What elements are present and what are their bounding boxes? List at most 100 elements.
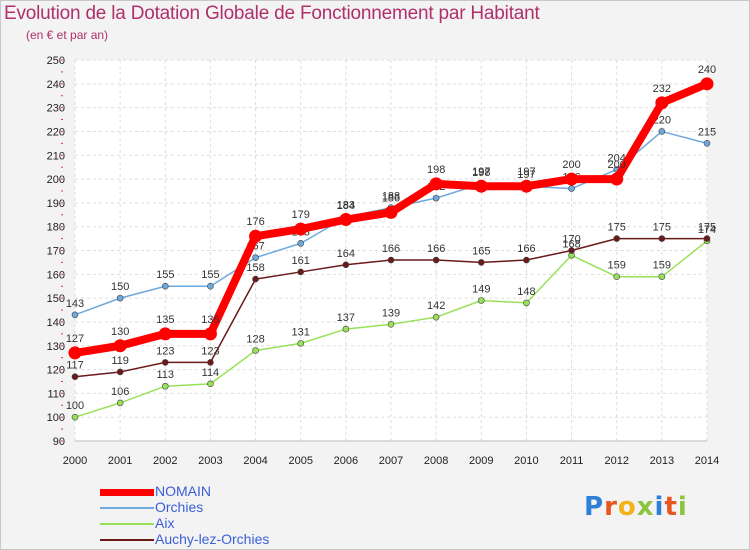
legend-label: Orchies (155, 499, 204, 515)
data-point (342, 261, 350, 269)
data-point (523, 256, 530, 264)
data-label: 113 (157, 369, 175, 381)
data-label: 127 (66, 333, 84, 345)
data-point (387, 321, 395, 328)
data-label: 123 (156, 345, 174, 357)
legend-swatch (100, 539, 154, 541)
data-label: 130 (111, 326, 129, 338)
logo-letter: r (604, 492, 618, 522)
data-label: 215 (698, 126, 716, 138)
data-point (207, 359, 214, 366)
data-label: 184 (337, 200, 355, 212)
data-label: 175 (608, 222, 626, 234)
data-point (297, 340, 305, 347)
data-point (339, 213, 353, 227)
data-point (613, 273, 621, 280)
y-tick-label: 210 (47, 150, 65, 162)
data-label: 155 (201, 269, 219, 281)
data-point (71, 373, 79, 381)
data-point (519, 179, 533, 193)
data-point (297, 240, 305, 247)
data-label: 170 (562, 234, 580, 246)
logo-letter: i (677, 492, 688, 522)
y-tick-label: 90 (53, 436, 65, 448)
y-tick-label: 170 (47, 246, 65, 258)
chart-subtitle: (en € et par an) (26, 28, 109, 42)
y-tick-label: 250 (47, 55, 65, 67)
data-label: 168 (562, 238, 580, 250)
data-label: 159 (653, 260, 671, 272)
data-label: 198 (427, 164, 445, 176)
data-point (429, 177, 443, 191)
data-label: 148 (517, 286, 535, 298)
data-label: 166 (517, 243, 535, 255)
data-point (703, 235, 711, 242)
x-tick-label: 2001 (108, 455, 132, 467)
x-tick-label: 2012 (604, 455, 628, 467)
data-point (249, 229, 263, 243)
data-point (116, 294, 124, 302)
y-tick-label: 220 (47, 126, 65, 138)
data-point (610, 172, 624, 186)
data-label: 135 (156, 314, 174, 326)
data-point (658, 128, 666, 135)
x-tick-label: 2005 (288, 455, 312, 467)
x-tick-label: 2009 (469, 455, 493, 467)
data-label: 166 (427, 243, 445, 255)
data-label: 200 (562, 159, 580, 171)
data-point (294, 222, 308, 236)
x-tick-label: 2007 (379, 455, 403, 467)
data-point (342, 325, 350, 333)
data-label: 142 (427, 300, 445, 312)
data-point (161, 359, 169, 366)
data-label: 114 (202, 367, 220, 379)
data-label: 175 (653, 222, 671, 234)
data-label: 123 (201, 345, 219, 357)
data-point (655, 96, 669, 110)
data-label: 164 (337, 248, 355, 260)
x-tick-label: 2014 (695, 455, 719, 467)
data-point (158, 327, 172, 341)
y-tick-label: 160 (47, 269, 65, 281)
x-tick-label: 2004 (243, 455, 267, 467)
data-point (71, 311, 79, 319)
data-label: 137 (337, 312, 355, 324)
data-point (387, 256, 395, 264)
data-label: 159 (608, 260, 626, 272)
data-point (700, 77, 714, 91)
logo-letter: o (617, 492, 637, 522)
data-label: 197 (517, 169, 535, 181)
x-tick-label: 2002 (153, 455, 177, 467)
data-label: 155 (156, 269, 174, 281)
legend-label: Auchy-lez-Orchies (155, 531, 270, 547)
x-tick-label: 2003 (198, 455, 222, 467)
data-label: 150 (111, 281, 129, 293)
data-point (252, 275, 259, 283)
data-label: 161 (292, 255, 310, 267)
y-tick-label: 180 (47, 222, 65, 234)
legend-swatch (100, 523, 154, 525)
data-label: 143 (66, 298, 84, 310)
data-label: 183 (337, 200, 355, 212)
data-label: 117 (66, 360, 84, 372)
data-point (658, 273, 666, 280)
logo-letter: P (584, 492, 605, 522)
legend-swatch (100, 507, 154, 509)
data-label: 240 (698, 64, 716, 76)
y-tick-label: 230 (47, 103, 65, 115)
proxiti-logo: Proxiti (584, 492, 688, 522)
logo-letter: x (636, 492, 655, 522)
y-tick-label: 120 (47, 365, 65, 377)
data-point (523, 299, 530, 307)
y-tick-label: 110 (47, 388, 65, 400)
y-tick-label: 240 (47, 79, 65, 91)
data-label: 149 (472, 284, 490, 296)
x-tick-label: 2013 (650, 455, 674, 467)
logo-letter: t (664, 492, 678, 522)
data-label: 166 (382, 243, 400, 255)
data-point (477, 259, 485, 266)
data-point (68, 346, 82, 360)
data-point (252, 347, 259, 354)
data-point (474, 179, 488, 193)
